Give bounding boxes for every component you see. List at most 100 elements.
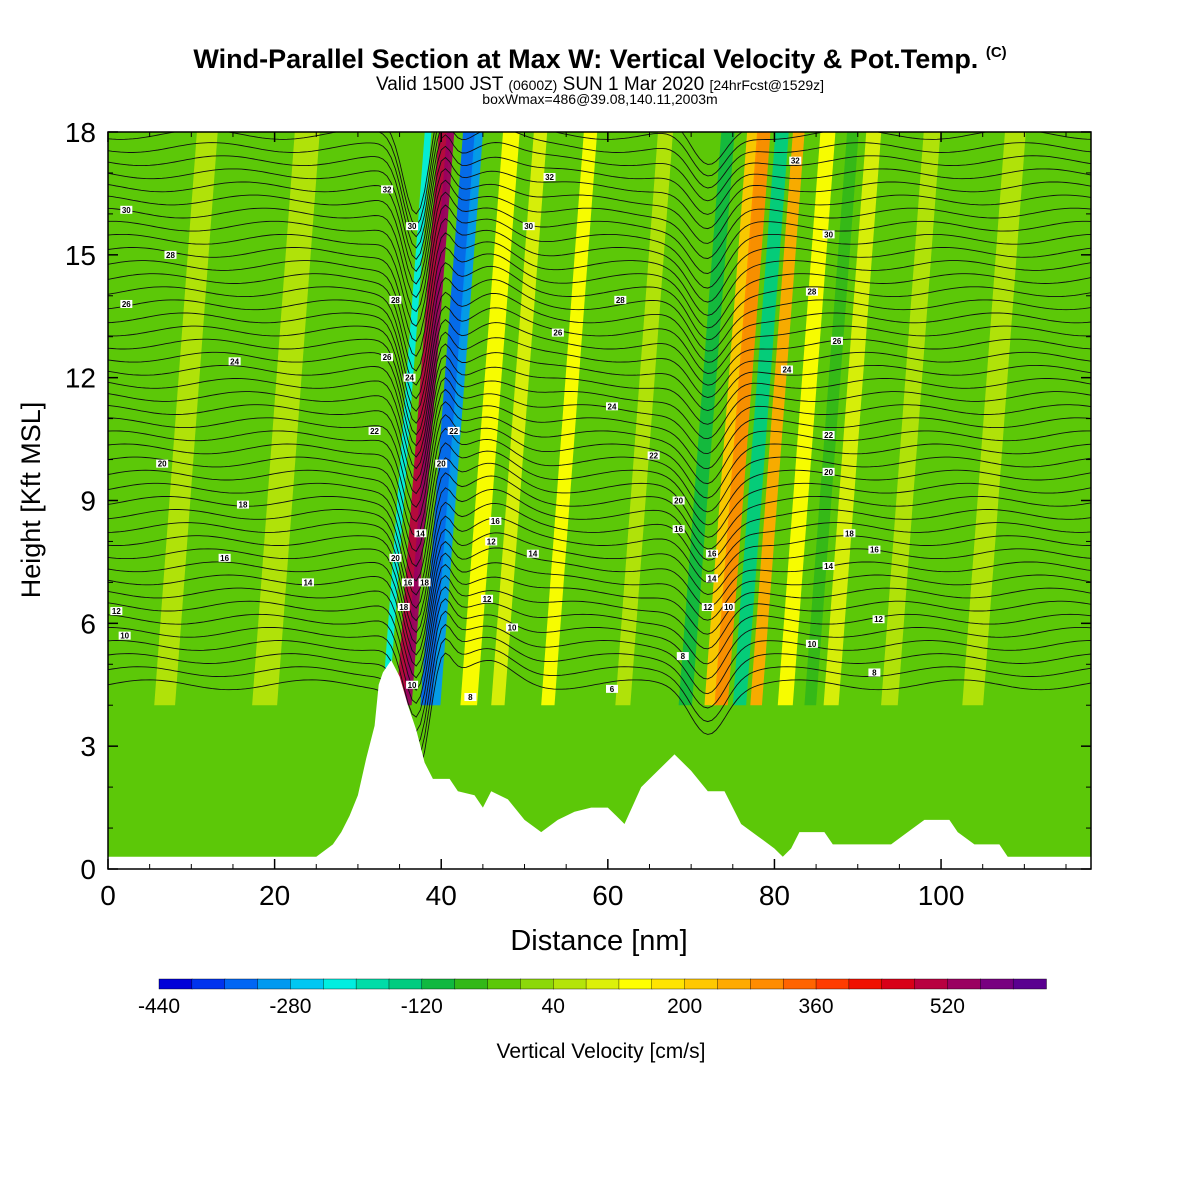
contour-label-text: 12 (483, 595, 492, 604)
colorbar-swatch (421, 978, 456, 990)
theta-contour (108, 247, 1091, 372)
contour-label-text: 8 (468, 693, 473, 702)
contour-label: 28 (805, 287, 818, 297)
contour-label-bg (236, 500, 249, 509)
x-tick-label: 100 (918, 880, 965, 911)
contour-label-text: 12 (874, 615, 883, 624)
contour-label-text: 10 (508, 623, 517, 632)
contour-label: 12 (481, 594, 494, 604)
x-tick-label: 20 (259, 880, 290, 911)
contour-label-text: 8 (872, 668, 877, 677)
contour-label: 30 (522, 222, 535, 231)
contour-label-bg (120, 205, 133, 214)
contour-label: 6 (605, 684, 618, 694)
chart-title: Wind-Parallel Section at Max W: Vertical… (0, 44, 1200, 75)
theta-contour (108, 145, 1091, 261)
contour-label: 16 (868, 545, 881, 555)
colorbar: -440 -280 -120 40 200 360 520 (138, 978, 1047, 1018)
contour-label: 32 (381, 185, 394, 194)
colorbar-swatch (355, 978, 390, 990)
contour-label-text: 24 (405, 374, 414, 383)
valid-time-utc: (0600Z) (508, 77, 558, 93)
contour-label-bg (805, 287, 818, 296)
contour-label-bg (543, 173, 556, 182)
y-tick-label: 12 (65, 363, 96, 394)
contour-label-text: 26 (832, 337, 841, 346)
colorbar-swatch (520, 978, 554, 990)
contour-label: 26 (381, 353, 394, 362)
colorbar-swatch (684, 978, 719, 990)
colorbar-tick-label: -440 (138, 995, 180, 1018)
colorbar-swatch (815, 978, 850, 990)
colorbar-swatch (881, 978, 916, 990)
contour-label: 22 (447, 426, 460, 436)
valid-date: SUN 1 Mar 2020 (562, 74, 705, 95)
theta-contour (108, 291, 1091, 412)
velocity-band (804, 132, 859, 706)
contour-label-text: 18 (399, 603, 408, 612)
contour-label: 28 (614, 295, 627, 305)
colorbar-swatch (224, 978, 259, 990)
velocity-band (750, 132, 805, 706)
colorbar-swatch (585, 978, 620, 990)
contour-label-text: 16 (708, 550, 717, 559)
colorbar-swatch (290, 978, 324, 990)
colorbar-swatch (848, 978, 883, 990)
contour-label-bg (672, 496, 685, 505)
theta-contour (108, 134, 1091, 249)
contour-label-bg (406, 222, 419, 231)
contour-label: 12 (872, 615, 885, 624)
contour-label-bg (805, 639, 818, 648)
theta-contour (108, 528, 1091, 645)
contour-label-bg (789, 156, 802, 165)
contour-label-text: 24 (230, 357, 239, 366)
contour-label-text: 16 (403, 578, 412, 587)
chart-subtitle: Valid 1500 JST (0600Z) SUN 1 Mar 2020 [2… (0, 74, 1200, 96)
valid-time: Valid 1500 JST (375, 74, 504, 95)
theta-contour (108, 204, 1091, 327)
colorbar-swatch (454, 978, 489, 990)
velocity-band (432, 132, 484, 706)
copyright-mark: (C) (985, 44, 1007, 61)
velocity-band (615, 132, 673, 706)
contour-label: 8 (464, 693, 477, 702)
contour-label: 14 (526, 549, 539, 559)
theta-contour (108, 262, 1091, 386)
x-tick-label: 0 (100, 880, 116, 911)
contour-label: 18 (397, 602, 410, 612)
contour-label: 20 (389, 553, 402, 563)
contour-label-bg (868, 545, 881, 554)
contour-label-text: 10 (807, 640, 816, 649)
theta-contour (108, 623, 1091, 748)
contour-label-text: 18 (420, 578, 429, 587)
contour-label-text: 16 (674, 525, 683, 534)
theta-contour (108, 414, 1091, 538)
contour-label-bg (551, 328, 564, 337)
theta-contour (108, 179, 1091, 298)
theta-contour (108, 637, 1091, 763)
theta-contour (108, 501, 1091, 622)
contour-label-bg (872, 615, 885, 624)
contour-label: 30 (822, 230, 835, 239)
theta-contour (108, 343, 1091, 458)
contour-label-text: 6 (610, 685, 615, 694)
contour-label-bg (526, 549, 539, 558)
terrain-mask (108, 660, 1091, 869)
colorbar-swatch (717, 978, 752, 990)
contour-label-text: 22 (824, 431, 833, 440)
contour-label-text: 30 (122, 206, 131, 215)
colorbar-swatch (651, 978, 686, 990)
contour-label-bg (705, 574, 718, 583)
contour-label-text: 14 (708, 574, 717, 583)
velocity-band (823, 132, 882, 706)
contour-label-text: 30 (824, 230, 833, 239)
vertical-velocity-field (108, 132, 1091, 869)
contour-label-bg (830, 336, 843, 345)
contour-label-bg (418, 578, 431, 587)
contour-label: 8 (676, 652, 689, 661)
theta-contour (108, 132, 1091, 227)
contour-label-bg (301, 578, 314, 587)
contour-label: 14 (822, 562, 835, 571)
contour-label: 28 (389, 295, 402, 305)
contour-label: 22 (822, 430, 835, 440)
